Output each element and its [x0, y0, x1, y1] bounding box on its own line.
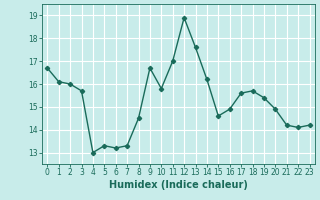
X-axis label: Humidex (Indice chaleur): Humidex (Indice chaleur) — [109, 180, 248, 190]
